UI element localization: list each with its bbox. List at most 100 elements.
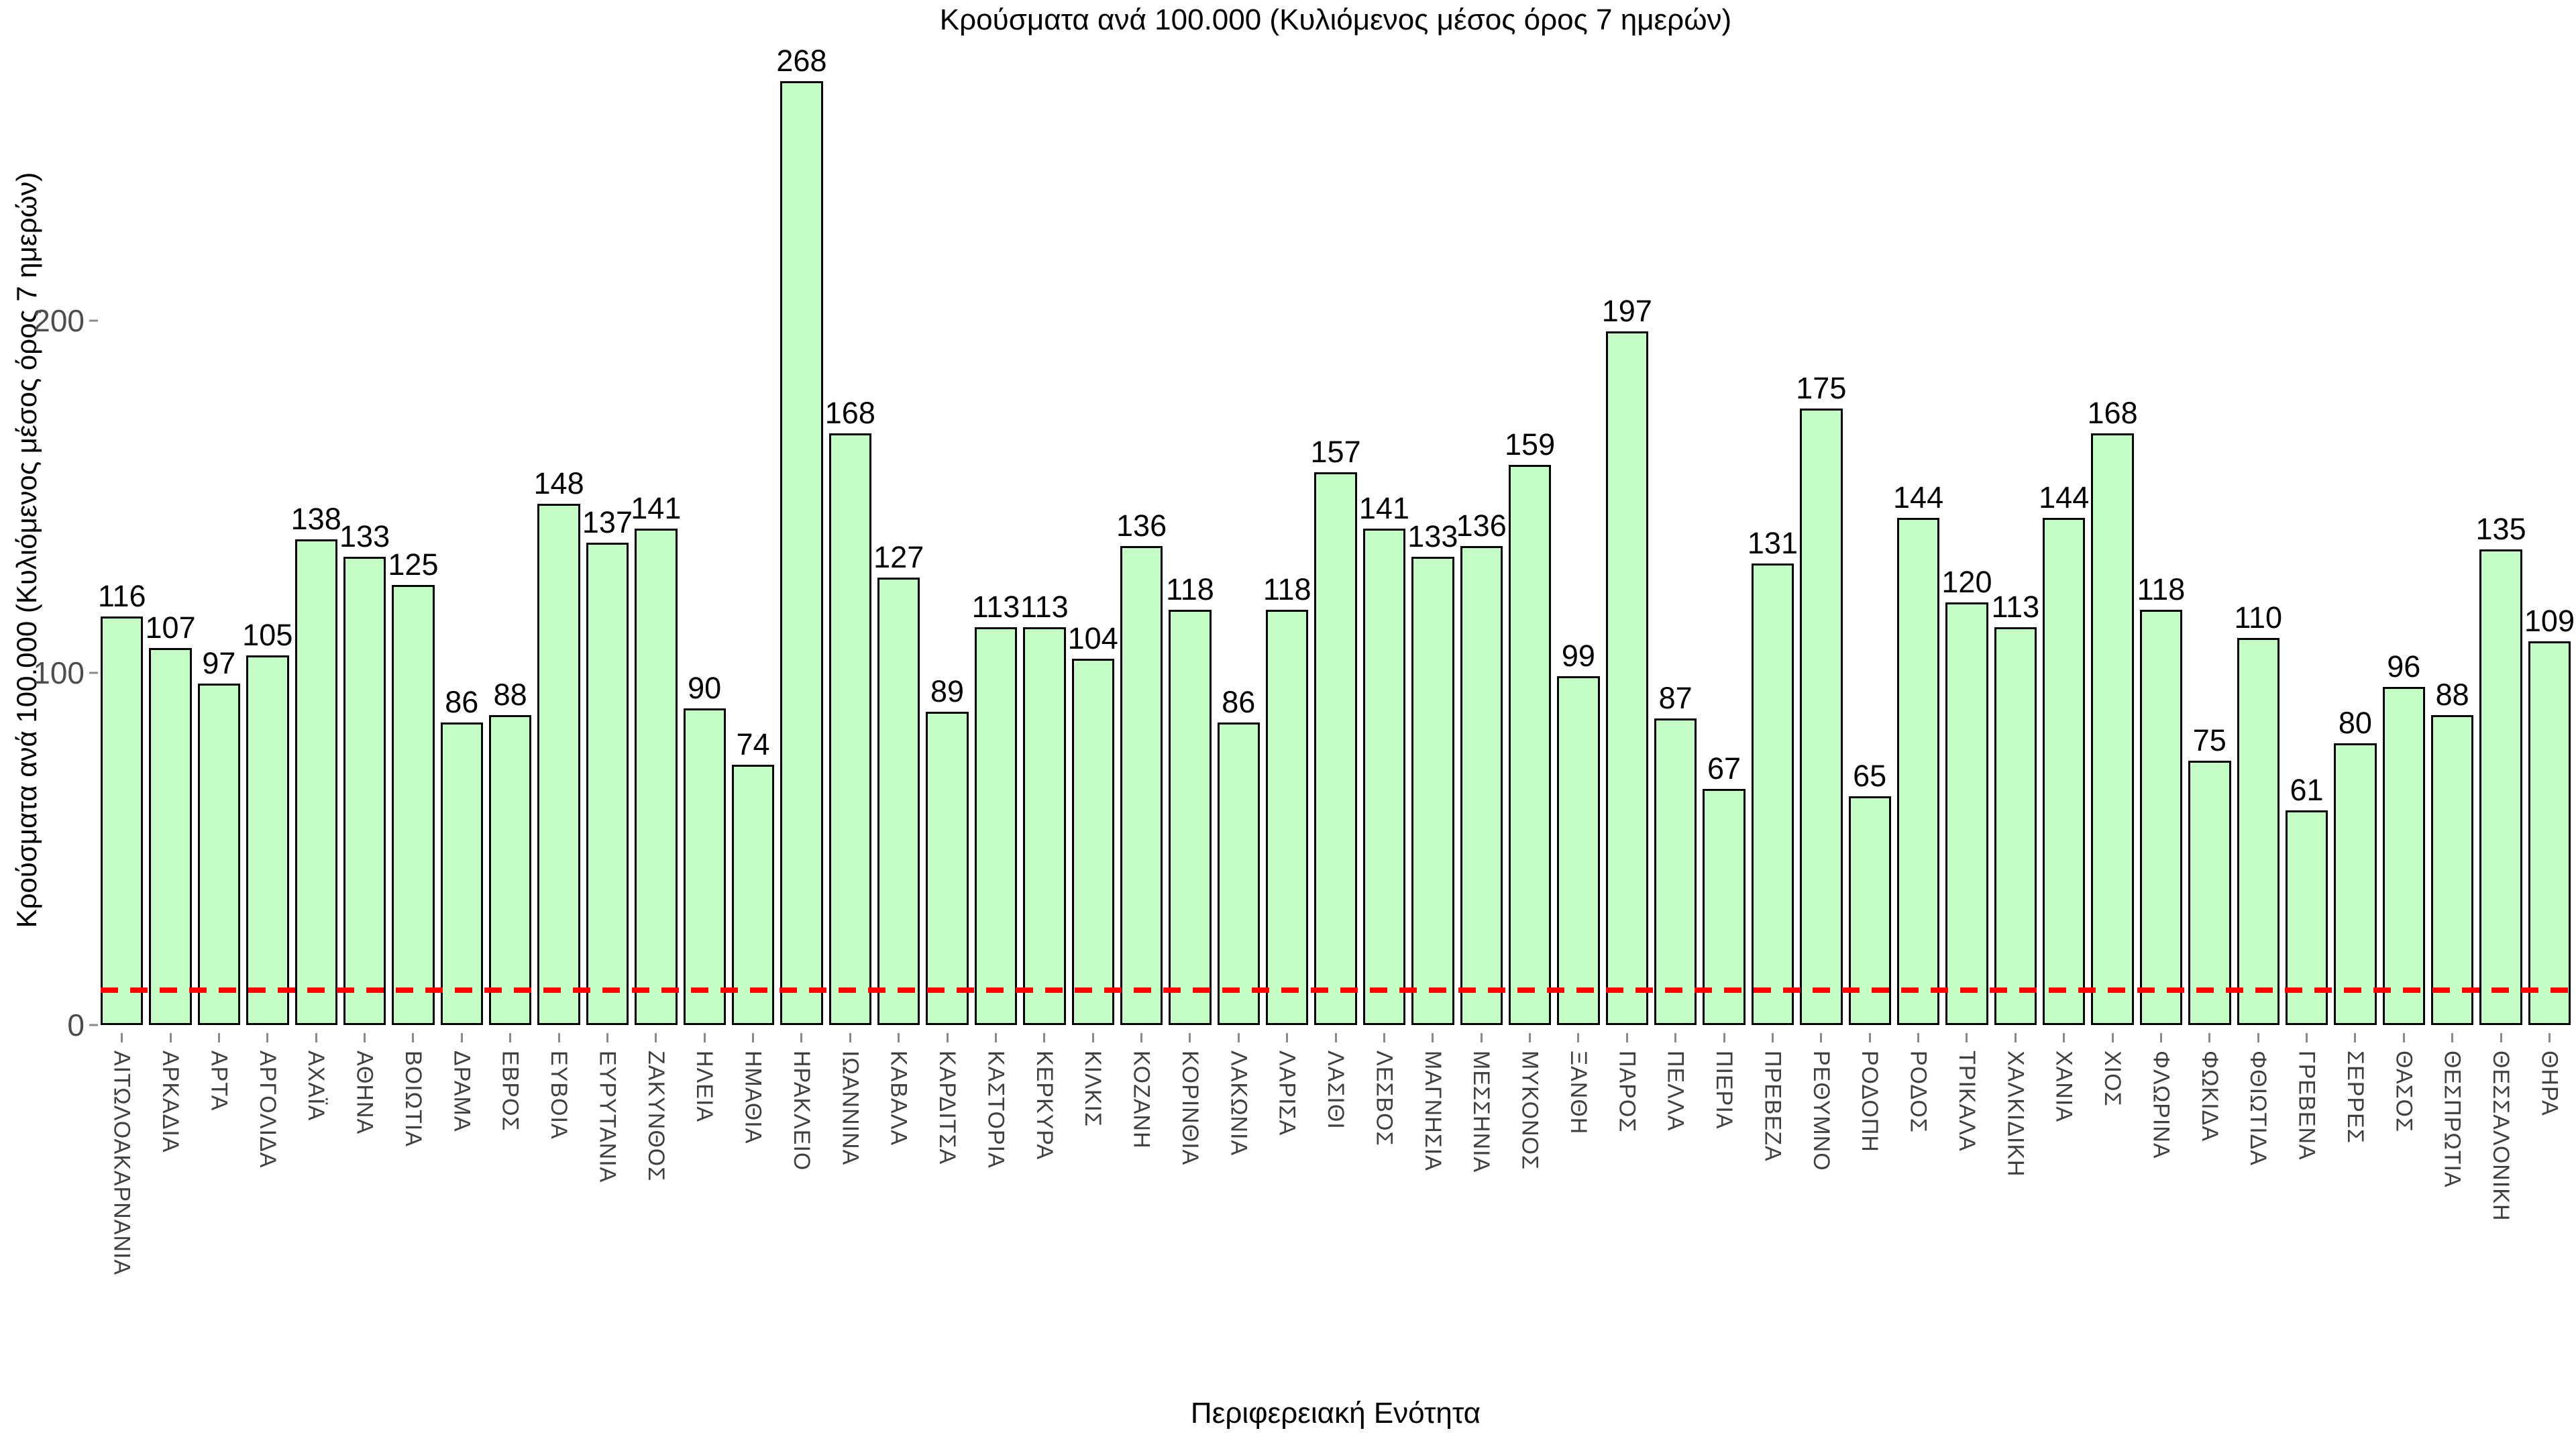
bar-value-label: 136	[1456, 508, 1507, 543]
bar-column: 80	[2334, 708, 2377, 1025]
x-tick: ΣΕΡΡΕΣ	[2334, 1033, 2376, 1275]
bar	[2043, 518, 2086, 1025]
x-tick-label: ΑΡΤΑ	[206, 1051, 232, 1112]
x-tick-label: ΘΕΣΣΑΛΟΝΙΚΗ	[2488, 1051, 2514, 1222]
y-tick-mark	[89, 672, 98, 674]
x-tick-mark	[1334, 1033, 1337, 1042]
x-tick-label: ΜΥΚΟΝΟΣ	[1517, 1051, 1543, 1171]
bar-column: 131	[1748, 528, 1798, 1025]
bar-column: 141	[631, 493, 681, 1025]
bar	[1751, 564, 1794, 1025]
bar	[440, 722, 483, 1025]
bar-column: 118	[1263, 574, 1311, 1025]
x-tick-mark	[1286, 1033, 1289, 1042]
x-tick: ΡΕΘΥΜΝΟ	[1800, 1033, 1842, 1275]
x-tick-label: ΑΡΚΑΔΙΑ	[158, 1051, 184, 1153]
x-tick-mark	[655, 1033, 657, 1042]
bar-column: 138	[291, 504, 341, 1025]
x-tick: ΘΕΣΣΑΛΟΝΙΚΗ	[2479, 1033, 2522, 1275]
x-tick-mark	[557, 1033, 560, 1042]
y-tick-mark	[89, 1024, 98, 1026]
bar-column: 157	[1311, 437, 1361, 1025]
bar-value-label: 120	[1941, 565, 1992, 600]
bar-column: 118	[2137, 574, 2185, 1025]
x-tick: ΡΟΔΟΣ	[1897, 1033, 1939, 1275]
x-tick-mark	[217, 1033, 220, 1042]
x-tick: ΦΩΚΙΔΑ	[2188, 1033, 2231, 1275]
x-tick-label: ΘΑΣΟΣ	[2391, 1051, 2417, 1132]
bar	[537, 504, 580, 1025]
bar-value-label: 97	[202, 645, 236, 680]
x-tick-label: ΑΙΤΩΛΟΑΚΑΡΝΑΝΙΑ	[109, 1051, 135, 1276]
bar	[1654, 718, 1697, 1025]
y-tick-mark	[89, 319, 98, 322]
x-tick: ΜΑΓΝΗΣΙΑ	[1411, 1033, 1454, 1275]
bar-column: 118	[1166, 574, 1214, 1025]
x-tick: ΠΕΛΛΑ	[1654, 1033, 1697, 1275]
bar-value-label: 99	[1561, 639, 1595, 674]
x-tick: ΓΡΕΒΕΝΑ	[2286, 1033, 2328, 1275]
bar-column: 110	[2234, 602, 2282, 1025]
bar-column: 120	[1941, 567, 1992, 1025]
x-tick-label: ΡΕΘΥΜΝΟ	[1808, 1051, 1834, 1171]
bar-column: 116	[97, 579, 146, 1025]
bar	[2479, 549, 2522, 1025]
x-tick: ΘΑΣΟΣ	[2383, 1033, 2425, 1275]
x-tick-mark	[2354, 1033, 2357, 1042]
x-tick-label: ΚΑΡΔΙΤΣΑ	[934, 1051, 961, 1165]
bar-value-label: 75	[2192, 723, 2226, 758]
x-tick-mark	[1868, 1033, 1871, 1042]
x-tick-label: ΜΑΓΝΗΣΙΑ	[1419, 1051, 1446, 1171]
bar-value-label: 116	[97, 579, 146, 614]
x-tick-mark	[1966, 1033, 1968, 1042]
x-tick-mark	[1043, 1033, 1046, 1042]
bar	[489, 715, 532, 1025]
x-tick-mark	[2402, 1033, 2405, 1042]
bar-value-label: 74	[736, 727, 770, 761]
bar	[1362, 528, 1406, 1025]
x-tick-mark	[2063, 1033, 2065, 1042]
x-tick-label: ΑΧΑΪΑ	[303, 1051, 329, 1122]
x-tick-mark	[1091, 1033, 1094, 1042]
x-tick-mark	[946, 1033, 949, 1042]
bar	[1703, 789, 1746, 1025]
bar-value-label: 86	[1222, 684, 1256, 719]
bar	[1023, 627, 1066, 1025]
bar	[2285, 810, 2328, 1025]
bar	[2188, 761, 2231, 1025]
x-tick-label: ΚΑΒΑΛΑ	[885, 1051, 912, 1146]
bar-column: 67	[1703, 753, 1746, 1025]
x-tick-label: ΑΘΗΝΑ	[352, 1051, 378, 1135]
bar-value-label: 144	[2039, 480, 2090, 515]
x-tick-label: ΘΗΡΑ	[2536, 1051, 2563, 1116]
x-tick: ΙΩΑΝΝΙΝΑ	[829, 1033, 871, 1275]
x-tick: ΘΗΡΑ	[2528, 1033, 2571, 1275]
x-tick: ΑΘΗΝΑ	[343, 1033, 386, 1275]
x-tick-mark	[703, 1033, 706, 1042]
bar	[1314, 472, 1357, 1025]
bar-value-label: 141	[1358, 490, 1409, 525]
bar	[1169, 609, 1212, 1025]
x-tick-label: ΚΟΡΙΝΘΙΑ	[1177, 1051, 1203, 1166]
bar-column: 125	[388, 549, 438, 1025]
x-tick: ΗΜΑΘΙΑ	[732, 1033, 774, 1275]
x-tick-label: ΡΟΔΟΣ	[1905, 1051, 1931, 1133]
bar	[1120, 546, 1163, 1025]
bar-value-label: 131	[1747, 526, 1798, 561]
x-tick-label: ΠΙΕΡΙΑ	[1711, 1051, 1737, 1130]
x-tick-mark	[1480, 1033, 1483, 1042]
x-tick-mark	[2548, 1033, 2551, 1042]
bar	[2139, 609, 2183, 1025]
bar-column: 168	[2088, 398, 2138, 1025]
bar-column: 144	[1893, 482, 1943, 1025]
bar-value-label: 138	[290, 501, 341, 536]
x-tick-mark	[315, 1033, 317, 1042]
x-tick: ΑΙΤΩΛΟΑΚΑΡΝΑΝΙΑ	[101, 1033, 143, 1275]
bar	[392, 584, 435, 1025]
bar-column: 88	[489, 680, 532, 1025]
x-tick: ΒΟΙΩΤΙΑ	[392, 1033, 434, 1275]
x-tick-mark	[1189, 1033, 1191, 1042]
bar-series: 116 107 97 105 138 133 125 86 88 148 137 141 90 74 268…	[97, 21, 2575, 1025]
bar	[635, 528, 678, 1025]
x-tick-mark	[1529, 1033, 1532, 1042]
